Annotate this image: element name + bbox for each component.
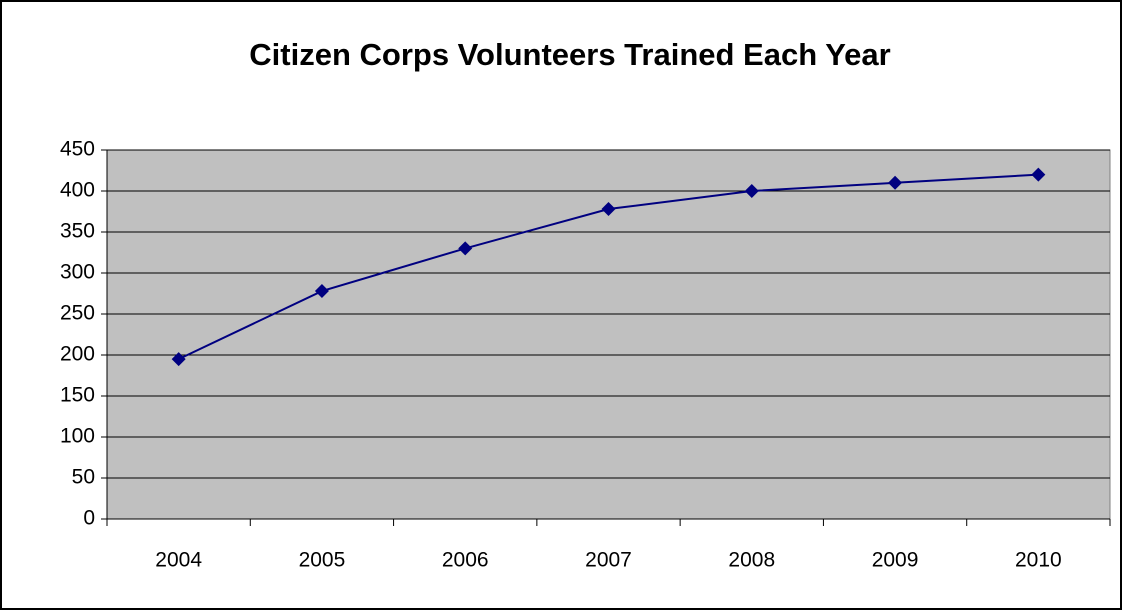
y-tick-label: 200 xyxy=(60,343,95,366)
marker xyxy=(458,241,473,256)
y-tick-label: 450 xyxy=(60,138,95,161)
y-tick-label: 0 xyxy=(83,507,95,530)
marker xyxy=(601,202,616,217)
marker xyxy=(171,352,186,367)
y-tick-label: 100 xyxy=(60,425,95,448)
y-tick-label: 50 xyxy=(72,466,95,489)
x-tick-label: 2008 xyxy=(728,549,775,572)
y-tick-label: 150 xyxy=(60,384,95,407)
y-tick-label: 350 xyxy=(60,220,95,243)
x-tick-label: 2005 xyxy=(299,549,346,572)
marker xyxy=(744,184,759,198)
x-tick-label: 2009 xyxy=(872,549,919,572)
y-tick-label: 400 xyxy=(60,179,95,202)
x-tick-label: 2007 xyxy=(585,549,632,572)
y-tick-label: 300 xyxy=(60,261,95,284)
marker xyxy=(314,284,329,299)
x-tick-label: 2004 xyxy=(155,549,202,572)
y-tick-label: 250 xyxy=(60,302,95,325)
x-tick-label: 2010 xyxy=(1015,549,1062,572)
marker xyxy=(1031,167,1046,182)
marker xyxy=(888,175,903,190)
chart-title: Citizen Corps Volunteers Trained Each Ye… xyxy=(249,37,890,72)
x-tick-label: 2006 xyxy=(442,549,489,572)
